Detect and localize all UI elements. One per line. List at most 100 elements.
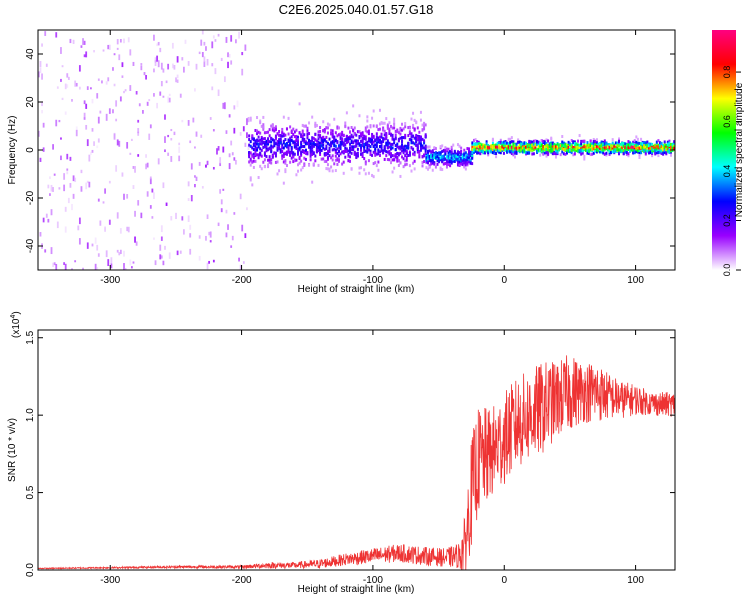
heatmap-cell	[260, 148, 263, 152]
heatmap-cell	[168, 97, 171, 103]
heatmap-cell	[449, 159, 452, 163]
heatmap-cell	[413, 136, 416, 140]
heatmap-cell	[129, 49, 132, 56]
heatmap-cell	[447, 151, 450, 155]
heatmap-cell	[66, 153, 69, 160]
heatmap-cell	[187, 198, 190, 201]
heatmap-cell	[72, 39, 75, 44]
heatmap-cell	[539, 153, 542, 157]
heatmap-cell	[658, 148, 661, 152]
heatmap-cell	[292, 140, 295, 144]
heatmap-cell	[396, 129, 399, 133]
heatmap-cell	[380, 121, 383, 125]
heatmap-cell	[206, 214, 209, 219]
heatmap-cell	[512, 150, 515, 154]
heatmap-cell	[71, 203, 73, 211]
heatmap-cell	[542, 144, 545, 148]
heatmap-cell	[617, 137, 620, 141]
heatmap-cell	[375, 143, 378, 147]
heatmap-cell	[540, 149, 543, 153]
heatmap-cell	[641, 146, 644, 150]
heatmap-cell	[476, 144, 479, 148]
heatmap-cell	[603, 152, 606, 156]
heatmap-cell	[308, 163, 311, 167]
heatmap-cell	[646, 144, 649, 148]
heatmap-cell	[652, 149, 655, 153]
heatmap-cell	[595, 145, 598, 149]
heatmap-cell	[304, 124, 307, 128]
heatmap-cell	[146, 162, 149, 168]
heatmap-cell	[424, 149, 427, 153]
heatmap-cell	[331, 135, 334, 139]
heatmap-cell	[304, 157, 307, 161]
heatmap-cell	[281, 146, 284, 150]
heatmap-cell	[108, 219, 111, 225]
heatmap-cell	[347, 159, 350, 163]
heatmap-cell	[153, 192, 155, 199]
heatmap-cell	[640, 151, 643, 155]
heatmap-cell	[375, 145, 378, 149]
heatmap-cell	[53, 173, 56, 176]
heatmap-cell	[303, 144, 306, 148]
heatmap-cell	[452, 158, 455, 162]
heatmap-cell	[428, 157, 431, 161]
heatmap-cell	[80, 45, 83, 48]
heatmap-cell	[209, 117, 212, 120]
heatmap-cell	[364, 160, 367, 164]
heatmap-cell	[513, 149, 516, 153]
heatmap-cell	[474, 149, 477, 153]
heatmap-cell	[374, 151, 377, 155]
heatmap-cell	[290, 156, 293, 160]
heatmap-cell	[268, 155, 271, 159]
heatmap-cell	[391, 126, 394, 130]
heatmap-cell	[374, 148, 377, 152]
heatmap-cell	[344, 143, 347, 147]
heatmap-cell	[86, 139, 89, 147]
heatmap-cell	[614, 145, 617, 149]
heatmap-cell	[83, 117, 86, 120]
heatmap-cell	[455, 152, 458, 156]
heatmap-cell	[249, 140, 252, 144]
heatmap-cell	[442, 149, 445, 153]
heatmap-cell	[542, 147, 545, 151]
heatmap-cell	[547, 139, 550, 143]
heatmap-cell	[360, 166, 363, 170]
heatmap-cell	[476, 151, 479, 155]
heatmap-cell	[666, 149, 669, 153]
heatmap-cell	[512, 153, 515, 157]
heatmap-cell	[212, 35, 215, 39]
heatmap-cell	[668, 141, 671, 145]
heatmap-cell	[263, 165, 266, 169]
heatmap-cell	[356, 147, 359, 151]
heatmap-cell	[545, 154, 548, 158]
heatmap-cell	[270, 124, 273, 128]
heatmap-cell	[41, 73, 43, 80]
heatmap-cell	[407, 126, 410, 130]
heatmap-cell	[428, 159, 431, 163]
heatmap-cell	[614, 149, 617, 153]
heatmap-cell	[591, 144, 594, 148]
heatmap-cell	[427, 155, 430, 159]
heatmap-cell	[276, 139, 279, 143]
heatmap-cell	[293, 135, 296, 139]
heatmap-cell	[425, 158, 428, 162]
heatmap-cell	[548, 142, 551, 146]
heatmap-cell	[366, 146, 369, 150]
heatmap-cell	[518, 143, 521, 147]
heatmap-cell	[580, 148, 583, 152]
heatmap-cell	[349, 159, 352, 163]
heatmap-cell	[386, 124, 389, 128]
heatmap-cell	[297, 169, 300, 173]
heatmap-cell	[378, 150, 381, 154]
heatmap-cell	[227, 61, 229, 69]
heatmap-cell	[116, 249, 119, 253]
heatmap-cell	[293, 152, 296, 156]
heatmap-cell	[657, 148, 660, 152]
heatmap-cell	[393, 117, 396, 121]
heatmap-cell	[358, 171, 361, 175]
heatmap-cell	[331, 154, 334, 158]
heatmap-cell	[466, 147, 469, 151]
heatmap-cell	[600, 141, 603, 145]
heatmap-cell	[655, 148, 658, 152]
heatmap-cell	[99, 220, 102, 226]
